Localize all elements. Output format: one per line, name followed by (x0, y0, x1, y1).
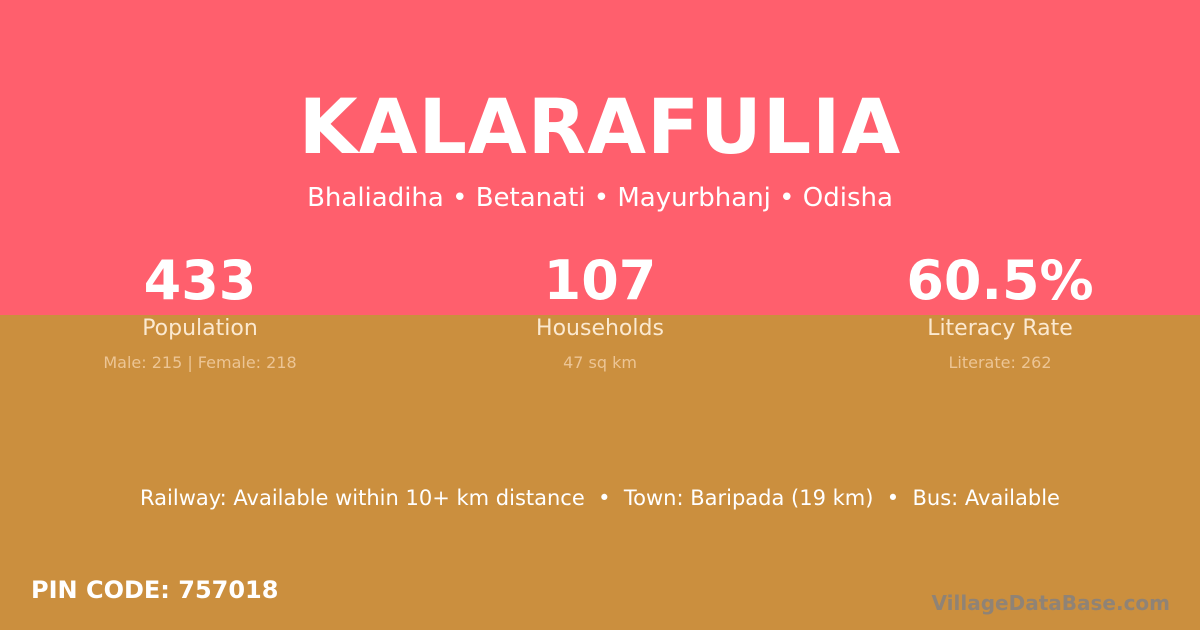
stat-detail: Literate: 262 (948, 353, 1052, 372)
footer-band (0, 315, 1200, 630)
stat-literacy: 60.5% Literacy Rate Literate: 262 (800, 249, 1200, 373)
watermark-logo: VillageDataBase.com (931, 591, 1170, 615)
stat-detail: Male: 215 | Female: 218 (103, 353, 297, 372)
stat-detail: 47 sq km (563, 353, 637, 372)
stat-label: Population (142, 316, 258, 341)
stat-value: 433 (143, 249, 257, 312)
header-band (0, 0, 1200, 315)
village-name: KALARAFULIA (298, 82, 902, 171)
stat-population: 433 Population Male: 215 | Female: 218 (0, 249, 400, 373)
stat-value: 60.5% (906, 249, 1094, 312)
stat-households: 107 Households 47 sq km (400, 249, 800, 373)
location-breadcrumb: Bhaliadiha • Betanati • Mayurbhanj • Odi… (307, 183, 893, 213)
stat-value: 107 (543, 249, 657, 312)
stat-label: Literacy Rate (927, 316, 1073, 341)
stat-label: Households (536, 316, 664, 341)
transport-info: Railway: Available within 10+ km distanc… (140, 486, 1060, 510)
pin-code: PIN CODE: 757018 (31, 576, 279, 604)
